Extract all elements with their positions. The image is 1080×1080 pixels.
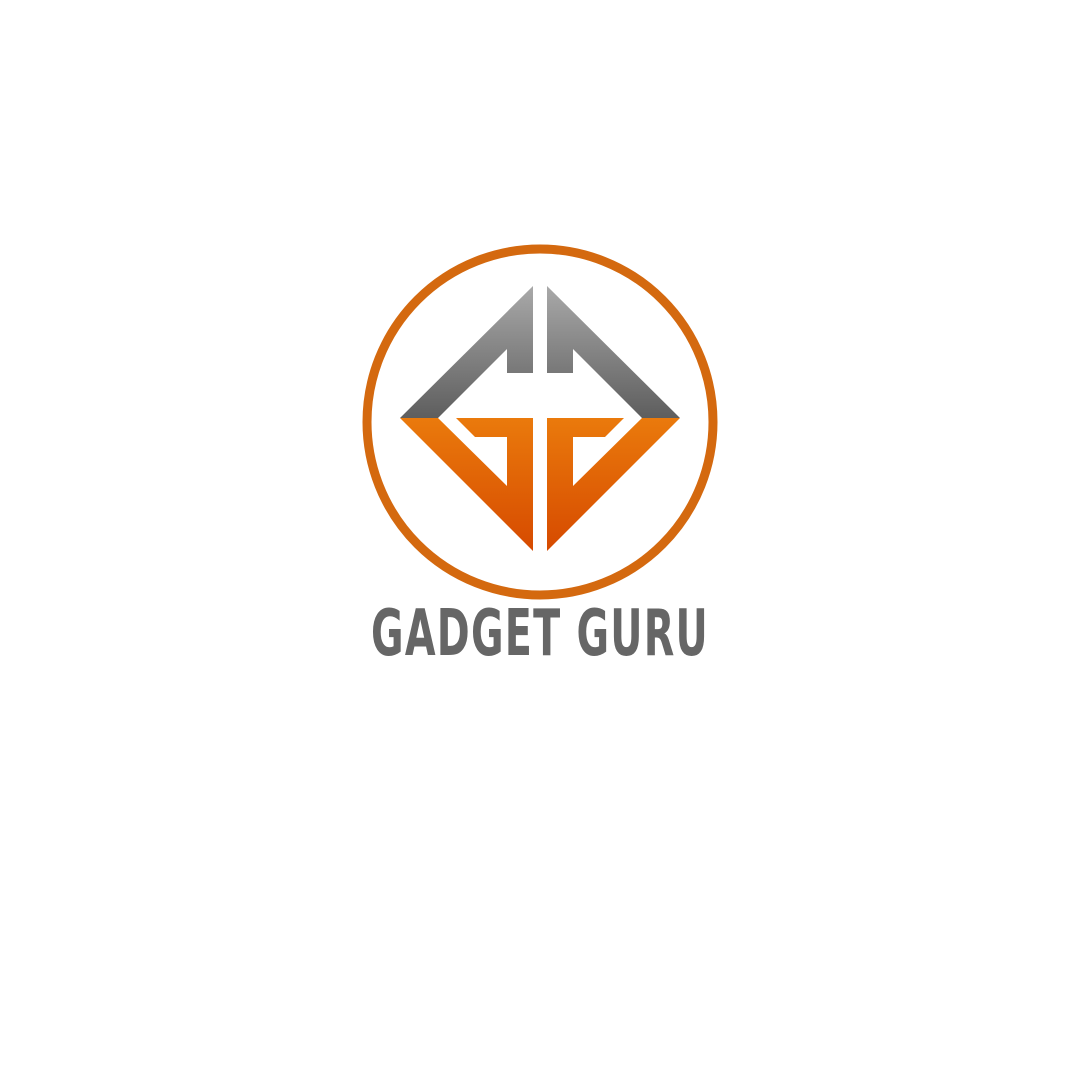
emblem-left-upper [400,286,533,418]
emblem-right-upper [547,286,680,418]
emblem-ring [362,244,718,600]
emblem-left-lower [400,418,533,551]
emblem-right-lower [547,418,680,551]
brand-name: GADGET GURU [371,597,709,671]
